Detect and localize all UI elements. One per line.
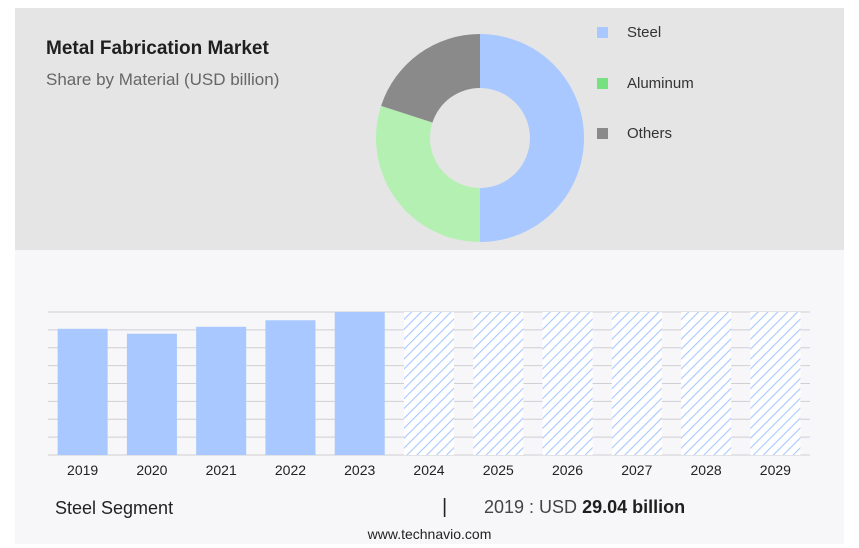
bars (57, 312, 801, 455)
bar-2021 (196, 326, 247, 455)
legend-label-aluminum: Aluminum (627, 74, 694, 92)
footer-separator: | (442, 496, 448, 518)
x-tick-2029: 2029 (760, 462, 791, 478)
segment-value-prefix: 2019 : USD (484, 497, 578, 517)
chart-title: Metal Fabrication Market (46, 38, 269, 59)
bar-2027 (611, 312, 662, 455)
donut-slice-steel (480, 34, 584, 242)
legend-swatch-others (597, 127, 608, 139)
bar-2019 (57, 328, 108, 455)
x-tick-2025: 2025 (483, 462, 514, 478)
x-tick-2027: 2027 (621, 462, 652, 478)
bar-2020 (126, 333, 177, 455)
x-tick-2019: 2019 (67, 462, 98, 478)
donut-chart (376, 34, 584, 242)
x-tick-labels: 2019 2020 2021 2022 2023 2024 2025 2026 2027 2028… (67, 462, 791, 478)
legend-item-others: Others (597, 123, 672, 143)
legend-item-steel: Steel (597, 22, 661, 42)
x-tick-2022: 2022 (275, 462, 306, 478)
x-tick-2028: 2028 (691, 462, 722, 478)
bar-2022 (265, 320, 316, 455)
chart-subtitle: Share by Material (USD billion) (46, 70, 280, 89)
segment-value-amount: 29.04 billion (582, 497, 686, 517)
donut-slice-aluminum (376, 105, 480, 242)
bar-2024 (404, 312, 454, 455)
bar-2029 (750, 312, 801, 455)
segment-label: Steel Segment (55, 498, 174, 518)
x-tick-2026: 2026 (552, 462, 583, 478)
legend-label-steel: Steel (627, 23, 662, 41)
bar-2023 (334, 312, 385, 455)
bar-2025 (473, 312, 524, 455)
x-tick-2021: 2021 (206, 462, 237, 478)
source-url: www.technavio.com (367, 526, 492, 542)
x-tick-2023: 2023 (344, 462, 375, 478)
bar-2026 (542, 312, 593, 455)
legend-item-aluminum: Aluminum (597, 73, 694, 93)
legend-swatch-aluminum (597, 77, 608, 89)
donut-slice-others (381, 34, 480, 123)
x-tick-2024: 2024 (413, 462, 444, 478)
segment-value: 2019 : USD 29.04 billion (484, 497, 685, 518)
x-tick-2020: 2020 (136, 462, 167, 478)
bar-2028 (681, 312, 732, 455)
legend-label-others: Others (627, 124, 673, 142)
legend-swatch-steel (597, 26, 608, 38)
